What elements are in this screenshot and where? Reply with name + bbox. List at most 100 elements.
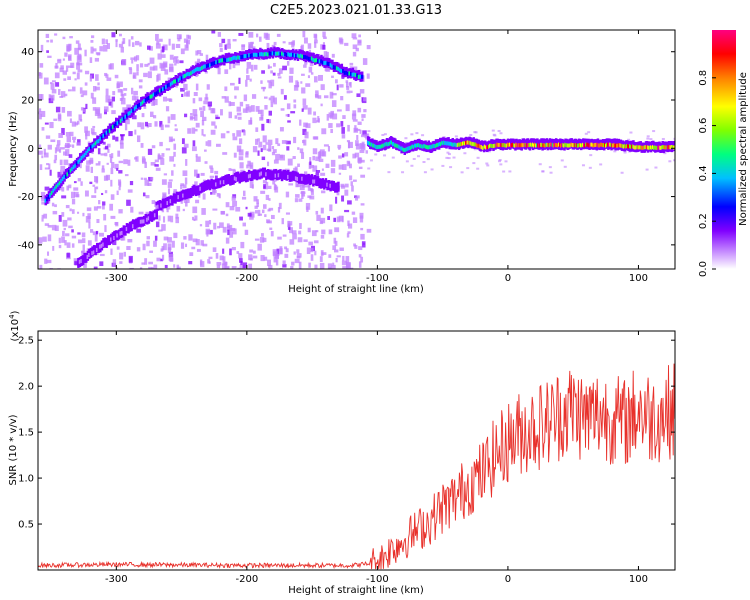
spectrogram-cell bbox=[258, 172, 262, 177]
spectrogram-cell bbox=[317, 116, 320, 122]
spectrogram-cell bbox=[336, 190, 340, 196]
spectrogram-cell bbox=[237, 116, 242, 120]
snr-series-line bbox=[38, 363, 675, 570]
spectrogram-cell bbox=[339, 68, 342, 73]
spectrogram-cell bbox=[159, 141, 163, 147]
spectrogram-cell bbox=[157, 204, 160, 209]
spectrogram-cell bbox=[227, 57, 231, 62]
spectrogram-cell bbox=[287, 113, 290, 117]
spectrogram-cell bbox=[254, 52, 257, 57]
spectrogram-cell bbox=[41, 214, 45, 218]
spectrogram-cell bbox=[330, 168, 336, 174]
spectrogram-cell bbox=[69, 131, 74, 137]
spectrogram-cell bbox=[180, 242, 185, 249]
spectrogram-cell bbox=[67, 144, 72, 147]
spectrogram-cell bbox=[171, 43, 175, 50]
spectrogram-cell bbox=[144, 179, 150, 186]
spectrogram-cell bbox=[276, 51, 279, 56]
spectrogram-cell bbox=[47, 144, 52, 150]
spectrogram-cell bbox=[261, 123, 265, 131]
spectrogram-cell bbox=[235, 177, 238, 182]
spectrogram-cell bbox=[296, 253, 302, 258]
spectrogram-cell bbox=[104, 145, 109, 150]
spectrogram-cell bbox=[173, 56, 179, 59]
spectrogram-cell bbox=[81, 250, 86, 258]
spectrogram-cell bbox=[326, 61, 329, 66]
spectrogram-cell bbox=[76, 62, 81, 70]
spectrogram-cell bbox=[153, 264, 158, 269]
spectrogram-cell bbox=[215, 182, 218, 187]
spectrogram-cell bbox=[99, 253, 105, 257]
spectrogram-cell bbox=[103, 175, 109, 181]
spectrogram-cell bbox=[268, 97, 271, 101]
spectrogram-cell bbox=[150, 177, 154, 181]
spectrogram-cell bbox=[173, 163, 176, 167]
spectrogram-cell bbox=[324, 60, 328, 65]
spectrogram-cell bbox=[55, 106, 61, 113]
spectrogram-cell bbox=[85, 103, 88, 110]
spectrogram-cell bbox=[135, 105, 138, 110]
spectrogram-cell bbox=[48, 94, 51, 101]
spectrogram-cell bbox=[149, 57, 155, 64]
spectrogram-cell bbox=[204, 161, 208, 164]
spectrogram-cell bbox=[38, 237, 43, 244]
spectrogram-cell bbox=[94, 248, 97, 253]
spectrogram-cell bbox=[219, 180, 223, 185]
spectrogram-cell bbox=[130, 57, 136, 60]
spectrogram-cell bbox=[45, 33, 50, 38]
spectrogram-cell bbox=[294, 166, 298, 174]
spectrogram-cell bbox=[227, 229, 231, 236]
spectrogram-cell bbox=[108, 238, 111, 243]
spectrogram-cell bbox=[71, 209, 75, 214]
spectrogram-cell bbox=[341, 153, 345, 158]
spectrogram-cell bbox=[199, 224, 203, 227]
spectrogram-cell bbox=[161, 196, 165, 200]
spectrogram-cell bbox=[73, 191, 79, 198]
spectrogram-cell bbox=[164, 124, 170, 128]
spectrogram-cell bbox=[323, 95, 329, 99]
spectrogram-cell bbox=[548, 166, 552, 169]
spectrogram-cell bbox=[154, 121, 158, 127]
spectrogram-cell bbox=[266, 52, 270, 57]
spectrogram-cell bbox=[176, 264, 180, 269]
spectrogram-cell bbox=[290, 111, 296, 114]
spectrogram-cell bbox=[307, 227, 311, 233]
spectrogram-cell bbox=[336, 123, 341, 128]
spectrogram-cell bbox=[154, 235, 158, 241]
spectrogram-cell bbox=[264, 96, 268, 99]
spectrogram-cell bbox=[162, 96, 168, 102]
spectrogram-cell bbox=[192, 238, 198, 243]
colorbar-tick-label: 0.4 bbox=[698, 165, 709, 181]
spectrogram-cell bbox=[262, 144, 267, 151]
spectrogram-cell bbox=[180, 200, 183, 204]
spectrogram-cell bbox=[301, 152, 305, 159]
y-tick-label: 0 bbox=[28, 144, 34, 155]
spectrogram-cell bbox=[96, 52, 101, 56]
spectrogram-cell bbox=[260, 148, 263, 153]
spectrogram-cell bbox=[193, 189, 196, 194]
spectrogram-cell bbox=[57, 60, 62, 64]
spectrogram-cell bbox=[96, 219, 100, 224]
spectrogram-cell bbox=[205, 141, 208, 146]
spectrogram-cell bbox=[267, 161, 270, 167]
spectrogram-cell bbox=[55, 62, 58, 69]
spectrogram-cell bbox=[191, 70, 195, 75]
snr-frame bbox=[37, 330, 676, 571]
spectrogram-cell bbox=[213, 61, 217, 66]
spectrogram-cell bbox=[213, 182, 216, 187]
spectrogram-cell bbox=[263, 256, 268, 261]
spectrogram-cell bbox=[249, 181, 254, 189]
spectrogram-cell bbox=[310, 178, 314, 183]
spectrogram-cell bbox=[158, 229, 163, 232]
x-tick-label: -300 bbox=[105, 574, 128, 585]
spectrogram-cell bbox=[58, 181, 62, 186]
spectrogram-cell bbox=[504, 160, 508, 163]
spectrogram-cell bbox=[258, 36, 262, 42]
spectrogram-cell bbox=[77, 178, 82, 182]
spectrogram-cell bbox=[113, 235, 116, 240]
spectrogram-cell bbox=[123, 88, 128, 91]
x-tick-label: -200 bbox=[236, 273, 259, 284]
spectrogram-cell bbox=[263, 167, 267, 178]
spectrogram-cell bbox=[348, 71, 351, 76]
spectrogram-cell bbox=[312, 57, 315, 62]
